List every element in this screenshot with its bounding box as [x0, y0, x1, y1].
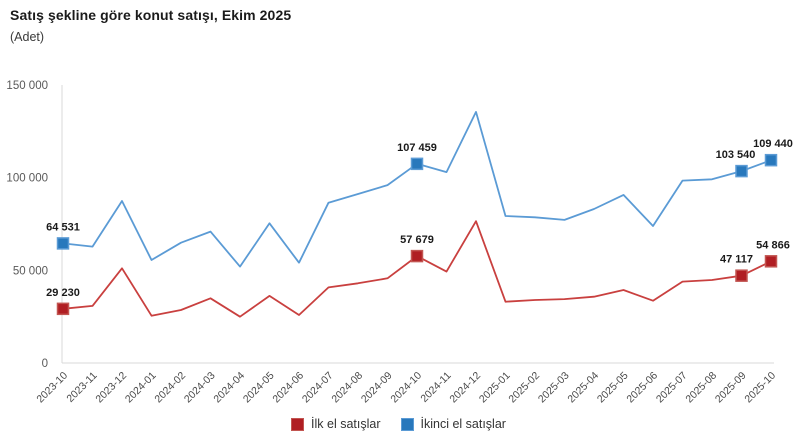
x-tick-label: 2023-12 — [93, 370, 129, 406]
data-point-marker[interactable] — [735, 269, 748, 282]
y-tick-label: 50 000 — [13, 265, 48, 277]
chart-unit-subtitle: (Adet) — [10, 30, 45, 44]
x-tick-label: 2025-05 — [595, 370, 631, 406]
data-point-label: 57 679 — [400, 234, 434, 246]
x-tick-label: 2024-09 — [359, 370, 395, 406]
x-tick-label: 2025-02 — [506, 370, 542, 406]
x-tick-label: 2025-10 — [742, 370, 778, 406]
data-point-marker[interactable] — [56, 237, 70, 250]
data-point-label: 29 230 — [46, 287, 80, 299]
y-tick-label: 150 000 — [6, 80, 48, 92]
data-point-label: 64 531 — [46, 221, 80, 233]
x-tick-label: 2025-08 — [683, 370, 719, 406]
chart-title: Satış şekline göre konut satışı, Ekim 20… — [10, 7, 292, 23]
legend-label: İkinci el satışlar — [420, 417, 506, 431]
data-point-label: 47 117 — [720, 254, 753, 266]
x-tick-label: 2024-08 — [329, 370, 365, 406]
legend-item-1[interactable]: İkinci el satışlar — [400, 417, 506, 431]
x-tick-label: 2024-06 — [270, 370, 306, 406]
x-tick-label: 2024-05 — [241, 370, 277, 406]
x-tick-label: 2025-03 — [536, 370, 572, 406]
data-point-marker[interactable] — [764, 153, 778, 167]
data-point-marker[interactable] — [764, 255, 778, 268]
x-tick-label: 2023-10 — [34, 370, 70, 406]
x-tick-label: 2023-11 — [64, 370, 99, 405]
legend-label: İlk el satışlar — [311, 417, 381, 431]
x-tick-label: 2024-01 — [123, 370, 159, 406]
chart-legend: İlk el satışlar İkinci el satışlar — [0, 417, 797, 431]
data-point-label: 107 459 — [397, 142, 437, 154]
x-tick-label: 2024-12 — [447, 370, 483, 406]
x-tick-label: 2025-09 — [713, 370, 749, 406]
data-point-label: 103 540 — [716, 149, 756, 161]
x-tick-label: 2024-10 — [388, 370, 424, 406]
x-tick-label: 2025-07 — [654, 370, 690, 406]
legend-item-0[interactable]: İlk el satışlar — [291, 417, 381, 431]
x-tick-label: 2025-06 — [624, 370, 660, 406]
y-tick-label: 100 000 — [6, 173, 48, 185]
x-tick-label: 2025-04 — [565, 370, 601, 406]
y-tick-label: 0 — [42, 358, 48, 370]
x-tick-label: 2024-04 — [211, 370, 247, 406]
legend-color-swatch — [291, 417, 305, 431]
data-point-marker[interactable] — [56, 302, 70, 316]
x-tick-label: 2025-01 — [477, 370, 513, 406]
data-point-label: 109 440 — [753, 138, 793, 150]
data-point-marker[interactable] — [735, 164, 748, 178]
data-point-marker[interactable] — [410, 157, 424, 171]
x-tick-label: 2024-03 — [182, 370, 218, 406]
x-tick-label: 2024-07 — [300, 370, 336, 406]
legend-color-swatch — [400, 417, 414, 431]
x-tick-label: 2024-11 — [418, 370, 453, 405]
x-tick-label: 2024-02 — [152, 370, 188, 406]
data-point-marker[interactable] — [410, 249, 424, 263]
data-point-label: 54 866 — [756, 239, 790, 251]
